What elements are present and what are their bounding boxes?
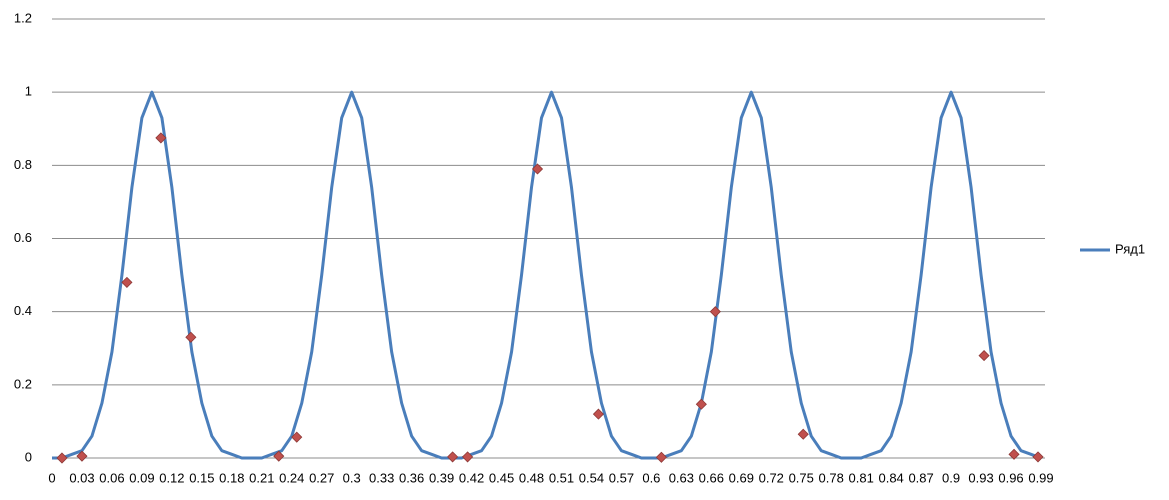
x-tick-label: 0.42: [459, 470, 484, 485]
scatter-point: [797, 428, 809, 440]
y-tick-label: 1: [25, 84, 32, 99]
y-tick-label: 0: [25, 449, 32, 464]
x-tick-label: 0.72: [759, 470, 784, 485]
x-tick-label: 0.15: [189, 470, 214, 485]
x-tick-label: 0.69: [729, 470, 754, 485]
x-tick-label: 0.39: [429, 470, 454, 485]
x-tick-label: 0.21: [249, 470, 274, 485]
x-tick-label: 0.84: [878, 470, 903, 485]
scatter-point: [273, 450, 285, 462]
x-tick-label: 0.75: [789, 470, 814, 485]
legend-label: Ряд1: [1115, 241, 1145, 256]
x-tick-label: 0.93: [968, 470, 993, 485]
scatter-point: [1032, 451, 1044, 463]
x-tick-label: 0.27: [309, 470, 334, 485]
scatter-point: [709, 306, 721, 318]
x-tick-label: 0.24: [279, 470, 304, 485]
scatter-point: [185, 331, 197, 343]
scatter-point: [155, 132, 167, 144]
x-tick-label: 0.66: [699, 470, 724, 485]
x-tick-label: 0.09: [129, 470, 154, 485]
x-tick-label: 0.03: [69, 470, 94, 485]
x-tick-label: 0.87: [908, 470, 933, 485]
scatter-point: [592, 408, 605, 420]
x-tick-label: 0.51: [549, 470, 574, 485]
scatter-point: [462, 451, 474, 463]
line-series: [52, 90, 1042, 460]
x-tick-label: 0.78: [819, 470, 844, 485]
x-tick-label: 0: [48, 470, 55, 485]
scatter-point: [76, 450, 88, 462]
scatter-point: [291, 431, 303, 443]
x-tick-label: 0.33: [369, 470, 394, 485]
x-tick-label: 0.9: [942, 470, 960, 485]
x-tick-label: 0.63: [669, 470, 694, 485]
x-tick-label: 0.18: [219, 470, 244, 485]
y-tick-label: 1.2: [14, 10, 32, 25]
x-tick-label: 0.96: [998, 470, 1023, 485]
x-tick-label: 0.12: [159, 470, 184, 485]
y-tick-label: 0.6: [14, 230, 32, 245]
scatter-point: [121, 276, 133, 288]
scatter-point: [56, 452, 68, 464]
scatter-point: [1008, 448, 1020, 460]
y-tick-label: 0.8: [14, 157, 32, 172]
x-tick-label: 0.3: [343, 470, 361, 485]
scatter-point: [695, 398, 707, 410]
x-tick-label: 0.06: [99, 470, 124, 485]
scatter-point: [655, 451, 667, 463]
y-tick-label: 0.2: [14, 376, 32, 391]
x-tick-label: 0.99: [1028, 470, 1053, 485]
x-tick-label: 0.48: [519, 470, 544, 485]
scatter-point: [531, 163, 544, 175]
scatter-point: [978, 350, 990, 362]
x-tick-label: 0.45: [489, 470, 514, 485]
scatter-point: [447, 451, 459, 463]
x-tick-label: 0.6: [642, 470, 660, 485]
x-tick-label: 0.36: [399, 470, 424, 485]
x-tick-label: 0.57: [609, 470, 634, 485]
x-tick-label: 0.54: [579, 470, 604, 485]
x-tick-label: 0.81: [849, 470, 874, 485]
y-tick-label: 0.4: [14, 303, 32, 318]
